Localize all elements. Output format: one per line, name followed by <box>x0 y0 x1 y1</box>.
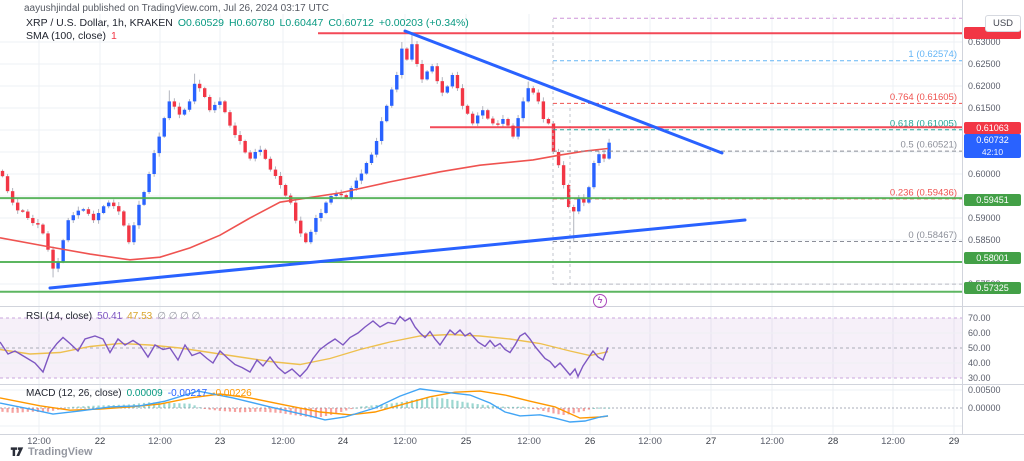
currency-button[interactable]: USD <box>985 15 1021 32</box>
rsi-value: 50.41 <box>97 311 123 322</box>
gridlines <box>0 14 962 434</box>
svg-text:12:00: 12:00 <box>271 436 295 447</box>
svg-text:0.00500: 0.00500 <box>968 385 1001 395</box>
svg-text:23: 23 <box>215 436 226 447</box>
svg-text:22: 22 <box>95 436 106 447</box>
svg-text:27: 27 <box>706 436 717 447</box>
svg-text:24: 24 <box>338 436 349 447</box>
price-label-support-2: 0.58001 <box>964 252 1021 264</box>
svg-text:12:00: 12:00 <box>638 436 662 447</box>
bar-countdown: 42:10 <box>981 147 1004 157</box>
macd-label[interactable]: MACD (12, 26, close) <box>26 388 122 399</box>
svg-text:12:00: 12:00 <box>27 436 51 447</box>
publish-info: aayushjindal published on TradingView.co… <box>24 3 330 14</box>
macd-line-value: -0.00217 <box>167 388 208 399</box>
svg-text:70.00: 70.00 <box>968 313 991 323</box>
svg-text:12:00: 12:00 <box>393 436 417 447</box>
tradingview-logo[interactable]: TradingView <box>10 446 93 458</box>
svg-text:12:00: 12:00 <box>517 436 541 447</box>
rsi-ma-value: 47.53 <box>127 311 153 322</box>
sma-label[interactable]: SMA (100, close) <box>26 30 106 42</box>
fib-level-label: 0.764 (0.61605) <box>890 92 957 103</box>
svg-text:0.62500: 0.62500 <box>968 59 1001 69</box>
rsi-empty-sets: ∅ ∅ ∅ ∅ <box>157 311 201 322</box>
price-label-last: 0.60732 42:10 <box>964 134 1021 158</box>
fib-level-label: 0.5 (0.60521) <box>900 140 957 151</box>
legend-open: O0.60529 <box>177 17 224 29</box>
symbol-title[interactable]: XRP / U.S. Dollar, 1h, KRAKEN <box>26 17 173 29</box>
price-label-resistance: 0.61063 <box>964 122 1021 134</box>
svg-text:40.00: 40.00 <box>968 358 991 368</box>
price-scale[interactable]: 0.63000 0.62500 0.62000 0.61500 0.60000 0.590… <box>968 37 1001 413</box>
sma-line <box>0 147 609 261</box>
svg-text:0.00000: 0.00000 <box>968 403 1001 413</box>
svg-text:0.62000: 0.62000 <box>968 81 1001 91</box>
svg-text:60.00: 60.00 <box>968 328 991 338</box>
trendlines[interactable] <box>48 29 747 290</box>
sma-legend: SMA (100, close) 1 <box>26 30 117 42</box>
legend-close: C0.60712 <box>328 17 374 29</box>
price-label-support-1: 0.59451 <box>964 194 1021 206</box>
legend-high: H0.60780 <box>229 17 275 29</box>
tradingview-logo-icon <box>10 447 24 457</box>
tradingview-logo-text: TradingView <box>28 446 93 458</box>
fib-level-label: 0 (0.58467) <box>908 230 957 241</box>
lightning-icon[interactable]: ϟ <box>593 294 607 308</box>
macd-line <box>0 388 609 423</box>
macd-pane <box>0 388 962 427</box>
rsi-ma-line <box>0 333 609 366</box>
level-lines[interactable] <box>0 32 962 293</box>
legend-change: +0.00203 (+0.34%) <box>378 17 469 29</box>
svg-text:28: 28 <box>828 436 839 447</box>
fib-level-label: 0.236 (0.59436) <box>890 187 957 198</box>
macd-legend: MACD (12, 26, close) 0.00009 -0.00217 -0.00… <box>26 388 252 399</box>
rsi-label[interactable]: RSI (14, close) <box>26 311 93 322</box>
price-label-support-3: 0.57325 <box>964 282 1021 294</box>
svg-text:25: 25 <box>461 436 472 447</box>
rsi-pane <box>0 315 962 379</box>
svg-text:12:00: 12:00 <box>760 436 784 447</box>
svg-text:12:00: 12:00 <box>881 436 905 447</box>
svg-text:30.00: 30.00 <box>968 373 991 383</box>
legend-low: L0.60447 <box>279 17 324 29</box>
time-scale[interactable]: 12:00 22 12:00 23 12:00 24 12:00 25 12:00 26 12:00… <box>27 436 959 447</box>
svg-text:12:00: 12:00 <box>148 436 172 447</box>
macd-hist-value: 0.00009 <box>126 388 163 399</box>
svg-text:0.60000: 0.60000 <box>968 169 1001 179</box>
svg-text:0.59000: 0.59000 <box>968 213 1001 223</box>
symbol-legend: XRP / U.S. Dollar, 1h, KRAKEN O0.60529 H0.… <box>26 17 469 29</box>
pane-borders <box>0 0 1024 435</box>
fib-level-label: 1 (0.62574) <box>908 49 957 60</box>
rsi-legend: RSI (14, close) 50.41 47.53 ∅ ∅ ∅ ∅ <box>26 311 200 322</box>
sma-value: 1 <box>110 30 117 42</box>
svg-text:0.61500: 0.61500 <box>968 103 1001 113</box>
rsi-line <box>0 315 609 379</box>
svg-text:0.63000: 0.63000 <box>968 37 1001 47</box>
svg-text:26: 26 <box>585 436 596 447</box>
fib-retracement[interactable]: 1 (0.62574) 0.764 (0.61605) 0.618 (0.61005… <box>552 17 962 285</box>
svg-text:50.00: 50.00 <box>968 343 991 353</box>
last-price-value: 0.60732 <box>976 135 1009 145</box>
fib-level-label: 0.618 (0.61005) <box>890 118 957 129</box>
svg-text:0.58500: 0.58500 <box>968 235 1001 245</box>
svg-text:29: 29 <box>949 436 960 447</box>
macd-signal-value: -0.00226 <box>212 388 252 399</box>
